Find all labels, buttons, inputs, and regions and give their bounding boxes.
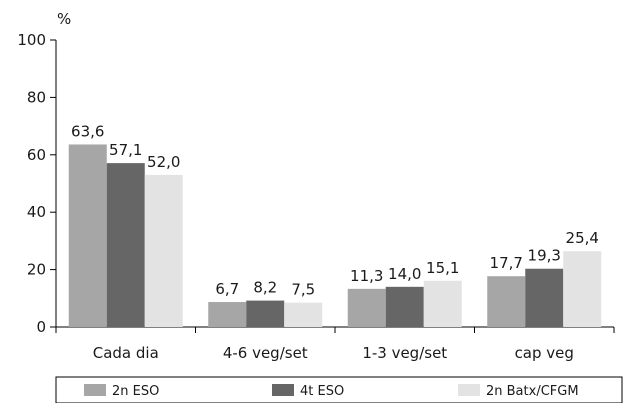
data-label: 17,7 bbox=[490, 254, 523, 272]
y-ticks: 0 20 40 60 80 100 bbox=[17, 31, 56, 336]
data-label: 11,3 bbox=[350, 267, 383, 285]
bar-4t-eso bbox=[246, 300, 285, 327]
data-label: 19,3 bbox=[528, 247, 561, 265]
legend-swatch bbox=[458, 384, 480, 396]
y-tick-label: 100 bbox=[17, 31, 46, 49]
category-label: Cada dia bbox=[93, 344, 159, 362]
y-tick-label: 0 bbox=[36, 318, 46, 336]
y-tick-label: 80 bbox=[27, 88, 46, 106]
bar-2n-eso bbox=[347, 288, 386, 327]
legend-swatch bbox=[272, 384, 294, 396]
y-tick-label: 60 bbox=[27, 146, 46, 164]
data-label: 15,1 bbox=[426, 259, 459, 277]
bar-4t-eso bbox=[525, 268, 564, 327]
legend-frame bbox=[55, 376, 623, 403]
bar-2n-eso bbox=[68, 144, 107, 327]
category-label: cap veg bbox=[515, 344, 574, 362]
bar-4t-eso bbox=[385, 286, 424, 327]
data-labels: 63,6 57,1 52,0 6,7 8,2 7,5 11,3 14,0 15,1 17,7 19,… bbox=[71, 122, 599, 298]
data-label: 7,5 bbox=[291, 281, 315, 299]
bar-2n-batx-cfgm bbox=[284, 302, 323, 327]
bars bbox=[68, 144, 602, 327]
category-label: 1-3 veg/set bbox=[362, 344, 447, 362]
bar-2n-batx-cfgm bbox=[563, 251, 602, 327]
bar-2n-eso bbox=[487, 276, 526, 327]
bar-2n-eso bbox=[208, 302, 247, 327]
bar-2n-batx-cfgm bbox=[423, 280, 462, 327]
y-unit-label: % bbox=[57, 10, 71, 28]
legend-label: 2n Batx/CFGM bbox=[486, 384, 579, 399]
legend: 2n ESO 4t ESO 2n Batx/CFGM bbox=[55, 376, 623, 403]
legend-swatch bbox=[84, 384, 106, 396]
y-tick-label: 40 bbox=[27, 203, 46, 221]
legend-label: 2n ESO bbox=[112, 384, 159, 399]
y-tick-label: 20 bbox=[27, 261, 46, 279]
data-label: 57,1 bbox=[109, 141, 142, 159]
data-label: 8,2 bbox=[253, 279, 277, 297]
bar-2n-batx-cfgm bbox=[144, 174, 183, 327]
legend-label: 4t ESO bbox=[300, 384, 344, 399]
data-label: 14,0 bbox=[388, 265, 421, 283]
data-label: 6,7 bbox=[215, 280, 239, 298]
data-label: 25,4 bbox=[566, 229, 599, 247]
data-label: 52,0 bbox=[147, 153, 180, 171]
category-labels: Cada dia 4-6 veg/set 1-3 veg/set cap veg bbox=[93, 344, 574, 362]
data-label: 63,6 bbox=[71, 122, 104, 140]
bar-4t-eso bbox=[106, 163, 145, 327]
x-ticks bbox=[55, 327, 615, 333]
category-label: 4-6 veg/set bbox=[223, 344, 308, 362]
